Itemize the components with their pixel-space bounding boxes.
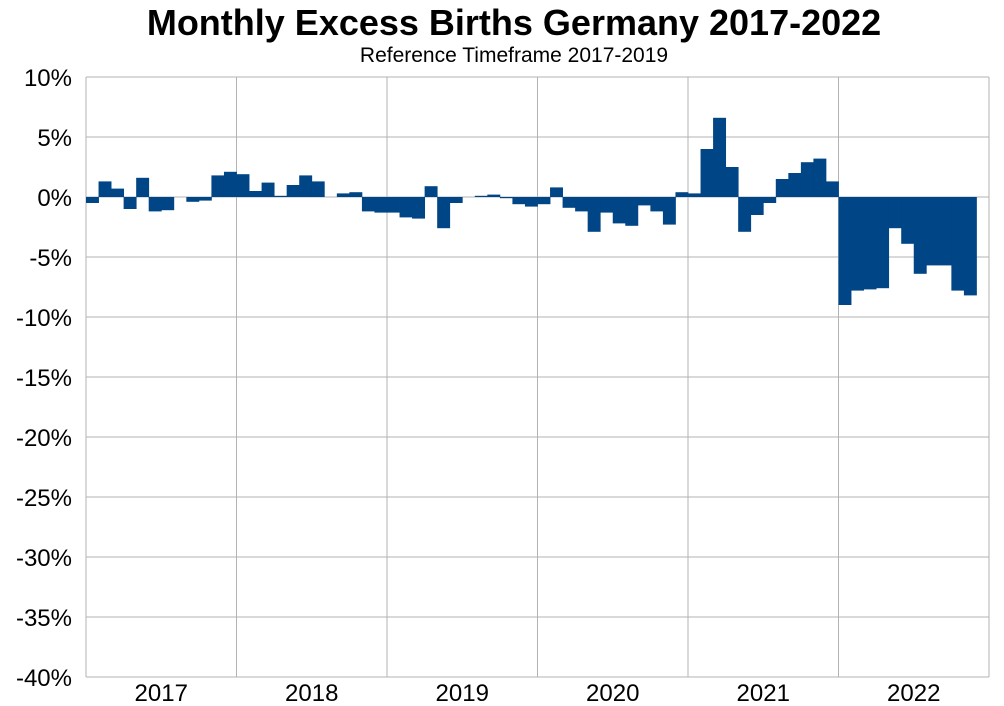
bar-2019-10 [499, 197, 513, 199]
bar-2017-09 [186, 197, 200, 202]
bar-2017-11 [211, 175, 225, 197]
bar-2017-12 [223, 171, 237, 197]
x-tick-label: 2022 [887, 680, 940, 706]
bar-2021-09 [788, 173, 802, 197]
bar-2020-10 [650, 197, 664, 212]
bar-2020-03 [562, 197, 576, 208]
bar-2017-01 [86, 197, 99, 203]
y-tick-label: 10% [24, 65, 72, 92]
bar-2021-08 [775, 179, 789, 197]
bar-2017-03 [111, 188, 125, 197]
bar-2020-02 [550, 187, 563, 197]
bar-2020-07 [612, 197, 626, 224]
bar-2022-03 [863, 197, 877, 290]
bar-2017-10 [198, 197, 212, 201]
bar-2019-04 [424, 186, 438, 197]
bar-2017-05 [136, 177, 150, 197]
bar-2017-02 [98, 181, 112, 197]
bar-2019-11 [512, 197, 526, 205]
y-tick-label: -35% [16, 605, 72, 632]
bar-2018-07 [311, 181, 325, 197]
bar-2022-11 [963, 197, 977, 296]
bar-2020-11 [662, 197, 676, 225]
y-tick-label: -15% [16, 365, 72, 392]
y-axis-ticks: 10% 5% 0% -5% -10% -15% -20% -25% -30% -35% -40% [16, 65, 72, 692]
bar-2022-06 [901, 197, 915, 244]
bar-2019-01 [387, 197, 400, 213]
bar-2018-09 [336, 193, 350, 197]
bar-2017-07 [161, 197, 175, 211]
bar-2022-10 [951, 197, 965, 291]
y-tick-label: -30% [16, 545, 72, 572]
y-tick-label: -25% [16, 485, 72, 512]
bar-2020-09 [637, 197, 651, 206]
bar-2018-05 [286, 185, 300, 197]
bar-2021-06 [750, 197, 764, 215]
bar-2020-05 [587, 197, 601, 232]
bar-2017-06 [148, 197, 162, 212]
bar-2018-06 [299, 175, 313, 197]
bar-2022-04 [876, 197, 890, 289]
x-tick-label: 2017 [135, 680, 188, 706]
y-tick-label: -20% [16, 425, 72, 452]
bar-2019-06 [449, 197, 463, 203]
bar-2020-06 [600, 197, 614, 213]
bar-2018-03 [261, 182, 275, 197]
x-tick-label: 2019 [436, 680, 489, 706]
bar-2022-09 [938, 197, 952, 266]
bar-2018-04 [274, 195, 288, 197]
bar-2021-04 [725, 167, 739, 197]
y-tick-label: 5% [37, 125, 72, 152]
bar-2021-11 [813, 158, 827, 197]
y-tick-label: -10% [16, 305, 72, 332]
bar-2022-01 [838, 197, 852, 305]
bar-2021-02 [700, 149, 714, 197]
bar-2017-04 [123, 197, 137, 209]
bar-2018-10 [349, 192, 363, 197]
bar-2020-04 [575, 197, 589, 212]
y-tick-label: 0% [37, 185, 72, 212]
bar-2021-01 [688, 193, 701, 197]
bar-2018-01 [236, 174, 250, 197]
x-tick-label: 2020 [586, 680, 639, 706]
bar-2020-01 [537, 197, 551, 205]
bar-2018-12 [374, 197, 388, 213]
bar-2018-11 [361, 197, 375, 212]
bar-2019-02 [399, 197, 413, 218]
x-axis-ticks: 2017 2018 2019 2020 2021 2022 [135, 680, 941, 706]
chart-subtitle: Reference Timeframe 2017-2019 [359, 44, 669, 67]
bar-2022-07 [913, 197, 927, 274]
x-tick-label: 2021 [737, 680, 790, 706]
bar-2018-02 [249, 191, 262, 197]
bar-2019-12 [524, 197, 538, 207]
bars [86, 117, 977, 305]
bar-2020-08 [625, 197, 639, 226]
bar-2022-08 [926, 197, 940, 266]
bar-2021-05 [738, 197, 752, 232]
bar-2019-08 [474, 195, 488, 197]
bar-2021-10 [800, 162, 814, 197]
chart-title: Monthly Excess Births Germany 2017-2022 [146, 2, 882, 43]
y-tick-label: -40% [16, 665, 72, 692]
bar-2021-07 [763, 197, 777, 203]
bar-2021-12 [825, 181, 839, 197]
bar-2019-09 [487, 194, 501, 197]
bar-2022-02 [851, 197, 864, 291]
bar-2022-05 [888, 197, 902, 229]
bar-2021-03 [713, 117, 727, 197]
bar-2019-05 [437, 197, 451, 229]
y-tick-label: -5% [29, 245, 72, 272]
x-tick-label: 2018 [285, 680, 338, 706]
bar-2019-03 [412, 197, 426, 219]
bar-2020-12 [675, 192, 689, 197]
grid-lines [85, 76, 990, 678]
